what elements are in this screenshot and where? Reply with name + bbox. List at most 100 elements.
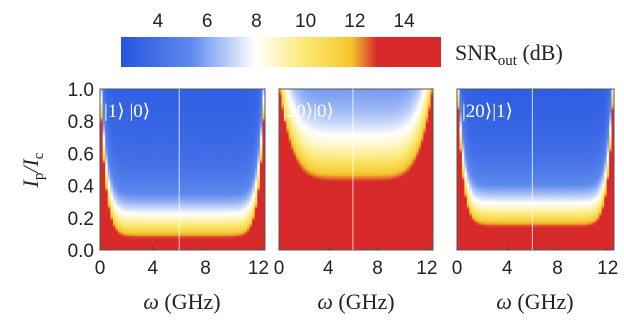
heatmap-cell [105,227,109,230]
heatmap-cell [110,132,114,136]
heatmap-cell [107,151,111,154]
heatmap-cell [174,114,178,118]
heatmap-cell [348,95,352,99]
heatmap-cell [148,164,153,168]
heatmap-cell [208,121,212,125]
heatmap-cell [249,229,253,233]
heatmap-cell [167,144,171,148]
heatmap-cell [384,98,388,102]
heatmap-cell [259,231,264,235]
heatmap-cell [244,210,248,214]
heatmap-cell [159,181,163,184]
heatmap-cell [105,114,109,118]
heatmap-cell [254,141,258,145]
heatmap-cell [100,247,104,250]
heatmap-cell [118,116,122,120]
heatmap-cell [120,208,124,212]
heatmap-cell [262,141,265,145]
heatmap-cell [281,93,285,97]
heatmap-cell [125,158,129,161]
heatmap-cell [130,89,135,92]
heatmap-cell [195,100,199,104]
heatmap-cell [244,109,248,113]
heatmap-cell [107,125,111,129]
heatmap-cell [231,151,235,154]
heatmap-cell [221,208,225,212]
heatmap-cell [125,194,129,198]
heatmap-cell [154,222,158,226]
heatmap-cell [146,197,150,200]
heatmap-cell [118,183,122,187]
heatmap-cell [164,247,168,250]
heatmap-cell [167,137,171,141]
heatmap-cell [203,141,207,145]
heatmap-cell [221,118,225,122]
heatmap-cell [169,174,173,177]
heatmap-cell [154,197,158,200]
heatmap-cell [396,91,400,95]
heatmap-cell [154,116,158,120]
heatmap-cell [368,91,372,95]
heatmap-cell [128,98,132,102]
heatmap-cell [187,238,191,242]
heatmap-cell [197,247,202,250]
heatmap-cell [197,155,202,159]
heatmap-cell [305,95,309,99]
heatmap-cell [195,148,199,152]
heatmap-cell [221,91,225,95]
heatmap-cell [159,89,163,92]
heatmap-cell [110,215,114,219]
heatmap-cell [146,160,150,164]
heatmap-cell [100,206,104,210]
heatmap-cell [148,128,153,131]
heatmap-cell [200,199,204,203]
heatmap-cell [226,206,230,210]
heatmap-cell [231,217,235,221]
heatmap-cell [123,197,127,200]
heatmap-cell [100,236,104,240]
heatmap-cell [107,222,111,226]
heatmap-cell [143,167,148,171]
heatmap-cell [197,185,202,189]
heatmap-cell [154,243,158,246]
heatmap-cell [159,247,163,250]
heatmap-cell [190,194,194,198]
heatmap-cell [358,89,362,92]
heatmap-cell [249,217,253,221]
heatmap-cell [159,98,163,102]
heatmap-cell [187,208,191,212]
heatmap-cell [174,233,178,237]
heatmap-cell [190,148,194,152]
heatmap-cell [396,89,400,92]
heatmap-cell [125,114,129,118]
heatmap-cell [115,135,119,138]
heatmap-cell [187,183,191,187]
heatmap-cell [241,95,245,99]
heatmap-cell [382,98,386,102]
heatmap-cell [172,238,176,242]
heatmap-cell [187,109,191,113]
heatmap-cell [208,174,212,177]
heatmap-cell [115,132,119,136]
heatmap-cell [213,227,217,230]
heatmap-cell [148,199,153,203]
heatmap-cell [105,125,109,129]
heatmap-cell [156,220,160,223]
heatmap-cell [123,160,127,164]
heatmap-cell [210,89,215,92]
heatmap-cell [169,185,173,189]
heatmap-cell [254,89,258,92]
heatmap-cell [182,128,186,131]
heatmap-cell [159,107,163,111]
heatmap-cell [133,128,137,131]
heatmap-cell [246,231,251,235]
heatmap-cell [213,123,217,127]
heatmap-cell [154,114,158,118]
heatmap-cell [281,95,285,99]
heatmap-cell [182,224,186,228]
heatmap-cell [246,227,251,230]
heatmap-cell [128,169,132,173]
heatmap-cell [141,128,145,131]
heatmap-cell [120,199,124,203]
heatmap-cell [100,132,104,136]
